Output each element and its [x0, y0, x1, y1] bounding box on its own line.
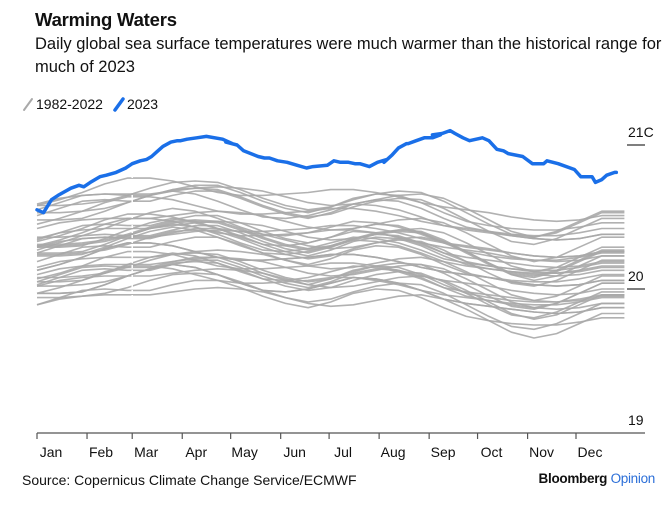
historical-line-2018 — [37, 190, 625, 241]
x-tick-label-mar: Mar — [134, 444, 158, 460]
historical-line-2022 — [36, 184, 625, 231]
historical-line-2000 — [36, 242, 625, 287]
x-tick-label-feb: Feb — [89, 444, 113, 460]
x-axis: Jan Feb Mar Apr May Jun Jul Aug Sep Oct Nov Dec — [36, 432, 645, 460]
legend-label-historical: 1982-2022 — [36, 96, 103, 112]
x-tick-label-apr: Apr — [185, 444, 207, 460]
x-tick-label-jul: Jul — [334, 444, 352, 460]
historical-line-1997 — [36, 236, 625, 283]
x-tick-label-dec: Dec — [578, 444, 603, 460]
x-tick-label-jun: Jun — [283, 444, 306, 460]
brand-main: Bloomberg — [538, 471, 608, 486]
historical-line-1985 — [36, 265, 625, 311]
x-tick-label-aug: Aug — [381, 444, 406, 460]
historical-line-2014 — [36, 210, 625, 263]
historical-line-1996 — [37, 252, 625, 311]
brand-logo: Bloomberg Opinion — [538, 471, 656, 486]
historical-line-2008 — [37, 226, 625, 277]
historical-line-1991 — [37, 260, 625, 319]
legend-label-2023: 2023 — [126, 96, 159, 112]
x-tick-label-oct: Oct — [481, 444, 503, 460]
historical-line-1992 — [36, 259, 625, 306]
historical-line-2013 — [37, 207, 625, 259]
brand-accent: Opinion — [610, 471, 656, 486]
historical-line-2019 — [36, 186, 625, 238]
historical-line-1984 — [36, 286, 625, 339]
y-axis: 21C 20 19 — [627, 124, 654, 428]
historical-line-2001 — [37, 229, 625, 287]
historical-line-1982 — [36, 279, 625, 326]
y-tick-label-21: 21C — [628, 124, 654, 140]
chart-subtitle: Daily global sea surface temperatures we… — [35, 35, 662, 76]
historical-line-2021 — [37, 187, 625, 246]
highlight-line-2023 — [35, 128, 619, 215]
legend: 1982-2022 2023 — [22, 96, 168, 112]
historical-line-2004 — [36, 229, 625, 282]
x-tick-label-may: May — [231, 444, 257, 460]
legend-swatch-2023 — [113, 97, 125, 112]
historical-line-1986 — [37, 272, 625, 331]
historical-line-1990 — [36, 250, 625, 296]
x-tick-label-sep: Sep — [431, 444, 456, 460]
chart-title: Warming Waters — [35, 9, 177, 30]
historical-lines — [36, 177, 625, 339]
historical-line-2007 — [36, 227, 625, 275]
x-tick-label-jan: Jan — [40, 444, 63, 460]
y-tick-label-19: 19 — [628, 412, 644, 428]
legend-item-historical: 1982-2022 — [22, 96, 103, 112]
historical-line-1999 — [36, 249, 625, 302]
legend-item-2023: 2023 — [113, 96, 158, 112]
historical-line-2011 — [37, 220, 625, 279]
historical-line-2009 — [36, 220, 625, 273]
historical-line-1993 — [37, 252, 625, 303]
source-note: Source: Copernicus Climate Change Servic… — [22, 472, 357, 488]
x-tick-label-nov: Nov — [529, 444, 554, 460]
legend-swatch-historical — [23, 98, 33, 111]
highlight-line-group — [35, 128, 619, 215]
historical-line-2020 — [36, 177, 625, 223]
y-tick-label-20: 20 — [628, 268, 644, 284]
